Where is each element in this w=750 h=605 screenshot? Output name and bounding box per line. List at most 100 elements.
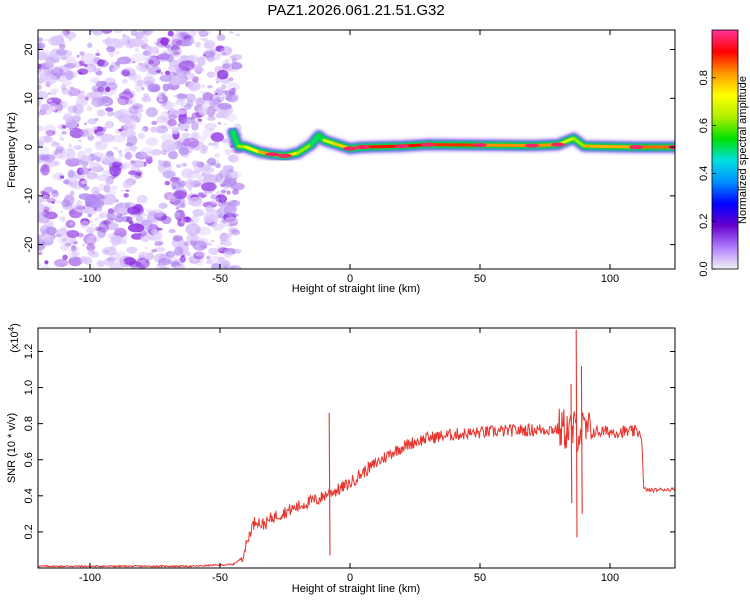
noise-blob [172,102,177,107]
noise-blob [73,104,84,114]
noise-blob [207,71,214,78]
noise-blob [184,241,189,246]
x-tick-label: -50 [212,273,228,285]
noise-blob [40,156,50,161]
ridge-peak [278,154,292,158]
noise-blob [102,156,116,163]
noise-blob [116,109,129,118]
noise-blob [62,125,66,128]
noise-blob [132,61,135,63]
y-tick-label: 20 [23,43,35,55]
noise-blob [118,150,122,154]
noise-blob [202,145,208,150]
noise-blob [66,63,76,68]
noise-blob [48,92,52,94]
noise-blob [119,91,134,99]
noise-blob [82,244,85,246]
noise-blob [123,151,133,159]
noise-blob [131,115,138,120]
noise-blob [61,131,66,135]
noise-blob [47,103,57,112]
noise-blob [44,74,57,84]
noise-blob [150,30,154,32]
noise-blob [236,250,241,254]
noise-blob [140,147,154,158]
snr-spike [329,413,330,556]
y-tick-label: 0.6 [23,452,35,467]
noise-blob [60,30,67,37]
noise-blob [115,158,122,163]
noise-blob [205,206,213,213]
noise-blob [147,218,158,228]
noise-blob [139,27,149,34]
noise-blob [105,121,115,129]
noise-blob [68,38,72,42]
noise-blob [147,83,160,92]
noise-blob [199,38,203,40]
noise-blob [130,175,135,178]
ridge-peak [343,147,357,151]
y-tick-label: 0.8 [23,416,35,431]
snr-y-multiplier-close: ) [9,323,21,327]
noise-blob [225,114,237,122]
noise-blob [95,140,108,150]
noise-blob [224,123,227,125]
noise-blob [139,216,146,221]
noise-blob [173,212,179,217]
noise-blob [86,64,96,73]
noise-blob [115,251,126,261]
noise-blob [138,133,145,140]
noise-blob [117,207,129,213]
noise-blob [185,179,194,190]
ridge-peak [265,152,279,156]
noise-blob [135,48,139,52]
noise-blob [125,203,130,208]
y-tick-label: 10 [23,92,35,104]
noise-blob [129,146,137,151]
noise-blob [189,86,195,89]
noise-blob [202,100,212,107]
noise-blob [172,127,180,134]
noise-blob [153,231,162,239]
noise-blob [131,103,143,110]
noise-blob [96,132,106,139]
noise-blob [88,221,93,223]
noise-blob [52,142,61,147]
noise-blob [45,260,48,263]
colorbar-tick-label: 0.0 [698,261,710,276]
noise-blob [81,161,88,167]
noise-blob [120,189,124,191]
noise-blob [39,147,49,155]
noise-blob [112,67,118,72]
noise-blob [83,186,89,191]
noise-blob [87,251,92,255]
noise-blob [176,93,187,98]
ridge-core-segment [584,146,636,147]
noise-blob [37,233,52,242]
noise-blob [104,184,111,192]
noise-blob [94,218,99,222]
y-tick-label: 1.0 [23,380,35,395]
noise-blob [70,223,73,225]
noise-blob [161,150,167,155]
ridge-peak [551,143,565,147]
noise-blob [221,190,226,194]
noise-blob [85,235,100,243]
noise-blob [162,171,175,178]
noise-blob [98,214,105,219]
x-tick-label: 50 [474,273,486,285]
noise-blob [207,116,216,121]
noise-blob [79,96,86,102]
noise-blob [193,180,197,183]
noise-blob [109,165,121,176]
noise-blob [218,122,222,125]
noise-blob [171,39,182,46]
noise-blob [76,55,79,58]
noise-blob [80,220,89,228]
colorbar-tick-label: 0.4 [698,166,710,181]
noise-blob [119,154,123,158]
noise-blob [60,216,66,221]
noise-blob [221,260,231,267]
noise-blob [197,162,204,168]
